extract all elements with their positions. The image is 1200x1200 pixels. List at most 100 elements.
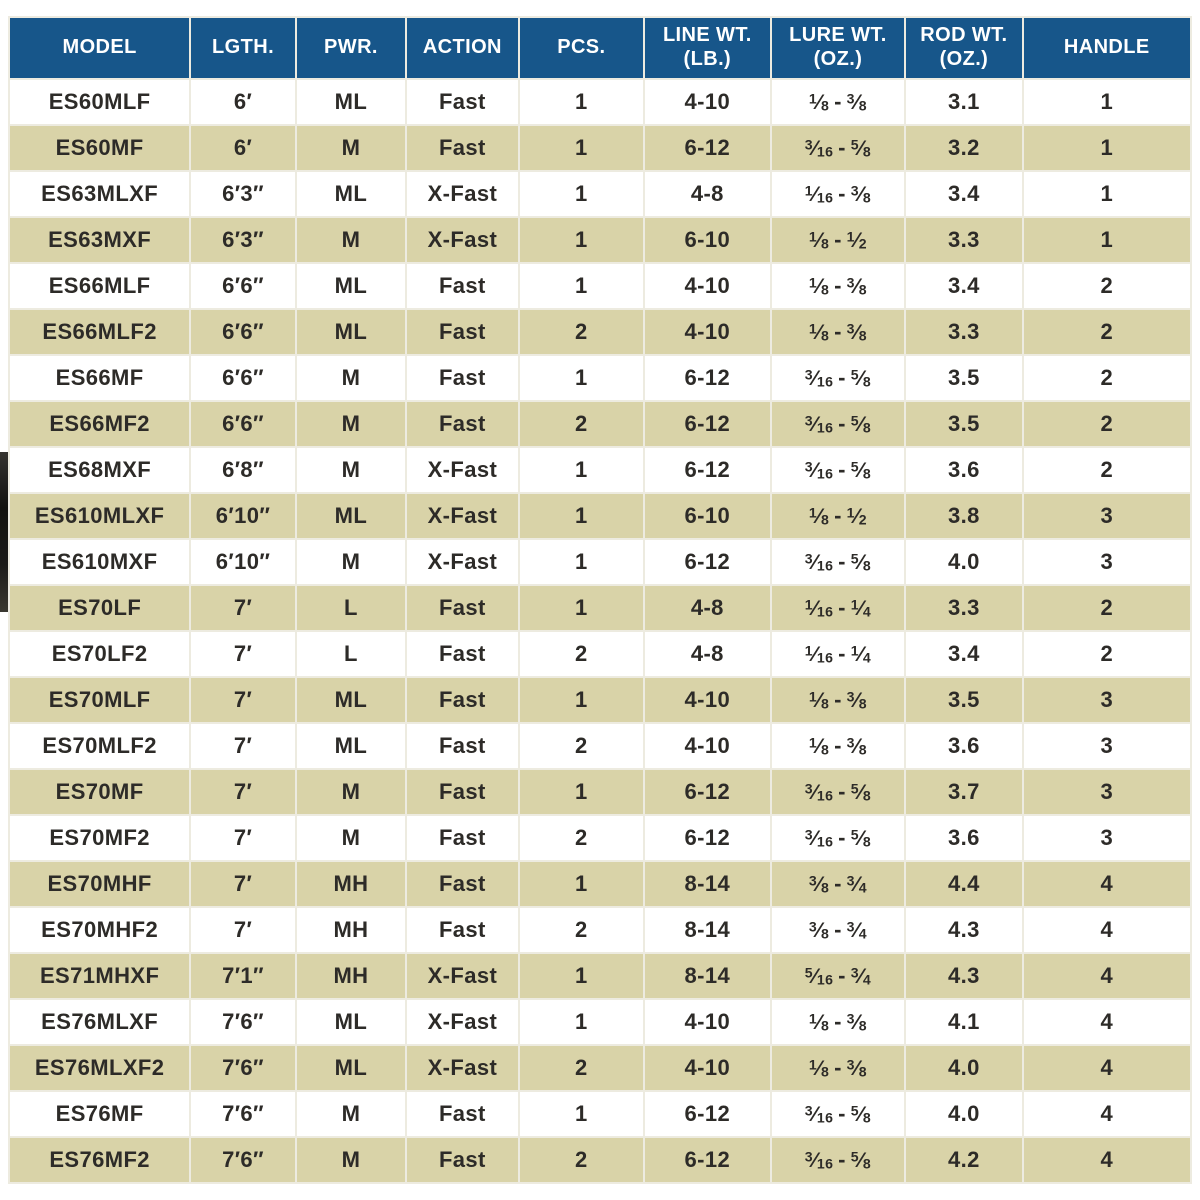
pieces-cell: 1 [519,448,644,492]
power-cell: ML [296,80,406,124]
model-cell: ES66MLF2 [10,310,190,354]
lure_wt-cell: 1⁄8 - 3⁄8 [771,678,905,722]
rod_wt-cell: 3.6 [906,816,1022,860]
lure_wt-cell: 3⁄8 - 3⁄4 [771,862,905,906]
line_wt-cell: 4-10 [645,80,770,124]
pieces-cell: 1 [519,1000,644,1044]
table-row: ES60MF 6′ M Fast 1 6-12 3⁄16 - 5⁄8 3.2 1 [10,126,1190,170]
col-header-pieces: PCS. [519,18,644,78]
model-cell: ES63MXF [10,218,190,262]
lure_wt-cell: 1⁄16 - 3⁄8 [771,172,905,216]
handle-cell: 3 [1023,770,1190,814]
length-cell: 6′10″ [191,540,295,584]
power-cell: M [296,816,406,860]
col-header-rod_wt: ROD WT. (OZ.) [906,18,1022,78]
pieces-cell: 2 [519,724,644,768]
action-cell: X-Fast [407,218,518,262]
power-cell: ML [296,494,406,538]
table-row: ES66MF2 6′6″ M Fast 2 6-12 3⁄16 - 5⁄8 3.5 2 [10,402,1190,446]
handle-cell: 3 [1023,540,1190,584]
action-cell: Fast [407,632,518,676]
model-cell: ES70MF2 [10,816,190,860]
table-row: ES70MLF2 7′ ML Fast 2 4-10 1⁄8 - 3⁄8 3.6 3 [10,724,1190,768]
action-cell: X-Fast [407,494,518,538]
model-cell: ES71MHXF [10,954,190,998]
pieces-cell: 2 [519,816,644,860]
rod_wt-cell: 3.5 [906,402,1022,446]
line_wt-cell: 6-10 [645,218,770,262]
line_wt-cell: 4-10 [645,310,770,354]
handle-cell: 1 [1023,172,1190,216]
power-cell: ML [296,678,406,722]
pieces-cell: 1 [519,80,644,124]
handle-cell: 3 [1023,724,1190,768]
power-cell: M [296,356,406,400]
table-row: ES70MF 7′ M Fast 1 6-12 3⁄16 - 5⁄8 3.7 3 [10,770,1190,814]
table-row: ES76MLXF2 7′6″ ML X-Fast 2 4-10 1⁄8 - 3⁄8 4.0 4 [10,1046,1190,1090]
power-cell: L [296,632,406,676]
length-cell: 7′6″ [191,1092,295,1136]
power-cell: ML [296,724,406,768]
table-row: ES70LF 7′ L Fast 1 4-8 1⁄16 - 1⁄4 3.3 2 [10,586,1190,630]
handle-cell: 4 [1023,908,1190,952]
rod_wt-cell: 3.5 [906,678,1022,722]
handle-cell: 2 [1023,310,1190,354]
col-header-action: ACTION [407,18,518,78]
handle-cell: 3 [1023,494,1190,538]
model-cell: ES66MF2 [10,402,190,446]
left-edge-image-sliver [0,452,9,612]
action-cell: Fast [407,678,518,722]
table-row: ES66MLF2 6′6″ ML Fast 2 4-10 1⁄8 - 3⁄8 3.3 2 [10,310,1190,354]
power-cell: M [296,1138,406,1182]
model-cell: ES76MLXF2 [10,1046,190,1090]
table-row: ES63MLXF 6′3″ ML X-Fast 1 4-8 1⁄16 - 3⁄8 3.4 1 [10,172,1190,216]
lure_wt-cell: 1⁄8 - 3⁄8 [771,264,905,308]
action-cell: Fast [407,908,518,952]
line_wt-cell: 6-12 [645,816,770,860]
lure_wt-cell: 1⁄8 - 3⁄8 [771,80,905,124]
pieces-cell: 1 [519,1092,644,1136]
rod_wt-cell: 3.4 [906,632,1022,676]
lure_wt-cell: 3⁄8 - 3⁄4 [771,908,905,952]
line_wt-cell: 4-10 [645,678,770,722]
length-cell: 6′6″ [191,356,295,400]
length-cell: 7′ [191,586,295,630]
lure_wt-cell: 3⁄16 - 5⁄8 [771,1092,905,1136]
line_wt-cell: 4-8 [645,586,770,630]
lure_wt-cell: 1⁄8 - 1⁄2 [771,494,905,538]
handle-cell: 2 [1023,632,1190,676]
table-row: ES70MLF 7′ ML Fast 1 4-10 1⁄8 - 3⁄8 3.5 3 [10,678,1190,722]
line_wt-cell: 4-10 [645,1046,770,1090]
handle-cell: 3 [1023,816,1190,860]
length-cell: 6′6″ [191,402,295,446]
action-cell: X-Fast [407,540,518,584]
model-cell: ES70LF2 [10,632,190,676]
pieces-cell: 2 [519,402,644,446]
action-cell: Fast [407,264,518,308]
rod_wt-cell: 3.3 [906,218,1022,262]
spec-table-body: ES60MLF 6′ ML Fast 1 4-10 1⁄8 - 3⁄8 3.1 1 ES60MF 6… [10,80,1190,1182]
length-cell: 6′3″ [191,172,295,216]
model-cell: ES610MXF [10,540,190,584]
model-cell: ES610MLXF [10,494,190,538]
handle-cell: 4 [1023,954,1190,998]
power-cell: M [296,126,406,170]
power-cell: ML [296,172,406,216]
power-cell: M [296,448,406,492]
handle-cell: 2 [1023,586,1190,630]
table-row: ES60MLF 6′ ML Fast 1 4-10 1⁄8 - 3⁄8 3.1 1 [10,80,1190,124]
lure_wt-cell: 1⁄8 - 3⁄8 [771,1000,905,1044]
rod_wt-cell: 3.8 [906,494,1022,538]
handle-cell: 4 [1023,1000,1190,1044]
rod_wt-cell: 3.3 [906,310,1022,354]
handle-cell: 1 [1023,80,1190,124]
line_wt-cell: 4-10 [645,264,770,308]
action-cell: X-Fast [407,1000,518,1044]
action-cell: X-Fast [407,954,518,998]
lure_wt-cell: 3⁄16 - 5⁄8 [771,356,905,400]
line_wt-cell: 4-8 [645,632,770,676]
table-row: ES71MHXF 7′1″ MH X-Fast 1 8-14 5⁄16 - 3⁄4 4.3 4 [10,954,1190,998]
col-header-power: PWR. [296,18,406,78]
pieces-cell: 1 [519,862,644,906]
